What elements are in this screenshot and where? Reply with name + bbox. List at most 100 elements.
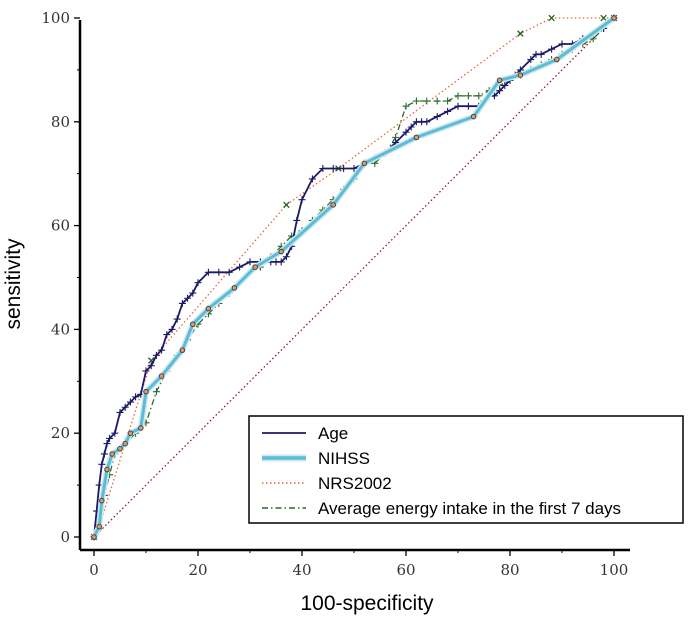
data-point [413,134,420,141]
data-point [517,72,524,78]
data-point [611,15,617,21]
y-tick-label: 60 [51,217,70,235]
data-point [225,268,233,276]
legend: Age NIHSS NRS2002 Average energy intake in … [248,415,684,524]
data-point [501,81,509,89]
data-point [433,97,441,105]
data-point [117,446,123,452]
data-point [600,14,607,22]
y-axis-label: sensitivity [2,238,25,330]
legend-item: NIHSS [262,449,370,468]
y-tick-label: 40 [51,320,70,338]
legend-item: Age [262,424,348,443]
data-point [361,160,368,167]
data-point [205,305,212,312]
legend-label: Average energy intake in the first 7 day… [318,499,621,518]
y-tick-label: 0 [60,528,70,546]
series-nihss [91,15,617,540]
legend-item: Average energy intake in the first 7 day… [262,499,621,518]
data-point [168,325,176,333]
data-point [116,408,124,416]
data-point [454,92,462,100]
data-point [329,165,337,173]
series-reference [93,17,615,538]
x-tick-label: 40 [292,561,311,579]
x-tick-label: 0 [89,561,99,579]
data-point [470,113,477,120]
data-point [184,294,192,302]
data-point [527,56,535,64]
y-tick-label: 80 [51,113,70,131]
data-point [152,388,160,396]
data-point [194,279,202,287]
legend-label: Age [318,424,348,443]
data-point [308,175,316,183]
data-point [246,258,254,266]
data-point [548,14,555,22]
legend-label: NRS2002 [318,474,392,493]
data-point [412,97,420,105]
data-point [423,118,431,126]
x-tick-label: 20 [188,561,207,579]
data-point [282,253,290,261]
data-point [143,388,149,395]
data-point [178,299,186,307]
data-point [277,258,285,266]
data-point [554,56,560,63]
data-point [454,102,462,110]
data-point [252,264,258,270]
y-tick-label: 100 [41,9,70,27]
data-point [319,165,327,173]
data-point [204,268,212,276]
data-point [537,50,545,58]
data-point [132,393,140,401]
data-point [121,403,129,411]
data-point [100,450,108,458]
data-point [173,315,181,323]
data-point [558,40,566,48]
data-point [127,430,134,436]
data-point [402,128,410,136]
data-point [142,367,150,375]
data-point [496,87,504,95]
data-point [103,440,111,448]
series-reference-line [93,17,615,538]
data-point [340,165,348,173]
legend-item: NRS2002 [262,474,392,493]
data-point [126,398,134,406]
data-point [298,196,306,204]
data-point [152,351,160,359]
data-point [91,534,97,540]
data-point [158,373,165,379]
data-point [548,45,556,53]
data-point [111,429,119,437]
data-point [147,362,155,370]
data-point [423,97,431,105]
x-tick-label: 100 [600,561,629,579]
data-point [96,523,102,530]
data-point [350,165,358,173]
data-point [236,263,244,271]
data-point [464,92,472,100]
data-point [444,97,452,105]
data-point [407,123,415,131]
data-point [122,440,128,447]
data-point [496,77,503,84]
data-point [278,248,284,255]
data-point [402,102,410,110]
data-point [190,321,196,327]
y-tick-label: 20 [51,424,70,442]
data-point [231,285,238,291]
x-axis-label: 100-specificity [300,592,434,615]
axes: 0 20 40 60 80 100 0 20 40 60 80 100 [41,9,630,579]
data-point [163,331,171,339]
data-point [109,451,115,457]
data-point [99,497,105,504]
data-point [179,347,186,353]
data-point [283,201,290,209]
data-point [293,216,301,224]
legend-label: NIHSS [318,449,370,468]
data-point [158,346,166,354]
x-tick-label: 60 [396,561,415,579]
